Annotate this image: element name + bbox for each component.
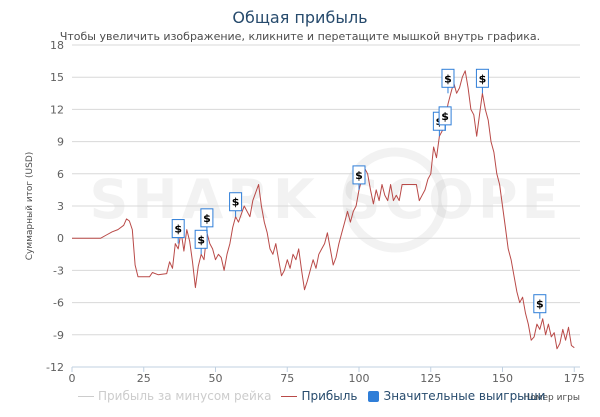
win-flag-label: $	[355, 169, 363, 182]
win-flag-label: $	[441, 110, 449, 123]
y-tick-label: -9	[53, 329, 64, 342]
win-flag[interactable]	[200, 208, 214, 228]
x-tick-label: 50	[209, 372, 223, 385]
win-flag[interactable]	[229, 192, 243, 212]
legend-line-net-profit	[78, 395, 94, 397]
y-tick-label: 18	[50, 39, 64, 52]
y-tick-label: -12	[46, 361, 64, 374]
win-flag[interactable]	[475, 68, 489, 88]
y-tick-label: 12	[50, 103, 64, 116]
win-flag-label: $	[232, 196, 240, 209]
x-tick-label: 150	[492, 372, 513, 385]
x-tick-label: 75	[280, 372, 294, 385]
win-flag-label: $	[174, 223, 182, 236]
legend-swatch-big-wins	[367, 390, 379, 402]
profit-series-line[interactable]	[72, 70, 575, 350]
watermark-text: SHARK SCOPE	[90, 168, 563, 231]
win-flag[interactable]	[194, 229, 208, 249]
legend-line-profit	[281, 395, 298, 397]
x-tick-label: 125	[420, 372, 441, 385]
legend-item-net-profit[interactable]: Прибыль за минусом рейка	[78, 389, 271, 403]
win-flag-label: $	[479, 72, 487, 85]
win-flag[interactable]	[438, 106, 452, 126]
win-flag[interactable]	[171, 219, 185, 239]
legend-item-profit[interactable]: Прибыль	[281, 389, 358, 403]
x-tick-label: 100	[349, 372, 370, 385]
win-flag-label: $	[444, 72, 452, 85]
y-tick-label: 15	[50, 71, 64, 84]
y-tick-label: 0	[57, 232, 64, 245]
win-flag-label: $	[536, 298, 544, 311]
chart-legend: Прибыль за минусом рейка Прибыль Значите…	[78, 386, 555, 406]
x-tick-label: 0	[69, 372, 76, 385]
chart-subtitle: Чтобы увеличить изображение, кликните и …	[59, 30, 541, 43]
chart-title: Общая прибыль	[232, 8, 368, 27]
win-flag-label: $	[203, 212, 211, 225]
x-axis-title: Номер игры	[523, 393, 580, 403]
win-flag[interactable]	[533, 294, 547, 314]
watermark-circle	[342, 147, 448, 253]
y-tick-label: -3	[53, 264, 64, 277]
y-tick-label: 9	[57, 136, 64, 149]
legend-label-net-profit: Прибыль за минусом рейка	[98, 389, 272, 403]
x-tick-label: 175	[564, 372, 585, 385]
win-flag[interactable]	[352, 165, 366, 185]
legend-label-big-wins: Значительные выигрыши	[383, 389, 546, 403]
legend-label-profit: Прибыль	[301, 389, 358, 403]
y-tick-label: 3	[57, 200, 64, 213]
y-tick-label: 6	[57, 168, 64, 181]
y-axis-title: Суммарный итог (USD)	[25, 152, 35, 261]
x-tick-label: 25	[137, 372, 151, 385]
win-flag-label: $	[197, 233, 205, 246]
legend-item-big-wins[interactable]: Значительные выигрыши	[367, 389, 546, 403]
y-tick-label: -6	[53, 297, 64, 310]
win-flag[interactable]	[441, 68, 455, 88]
